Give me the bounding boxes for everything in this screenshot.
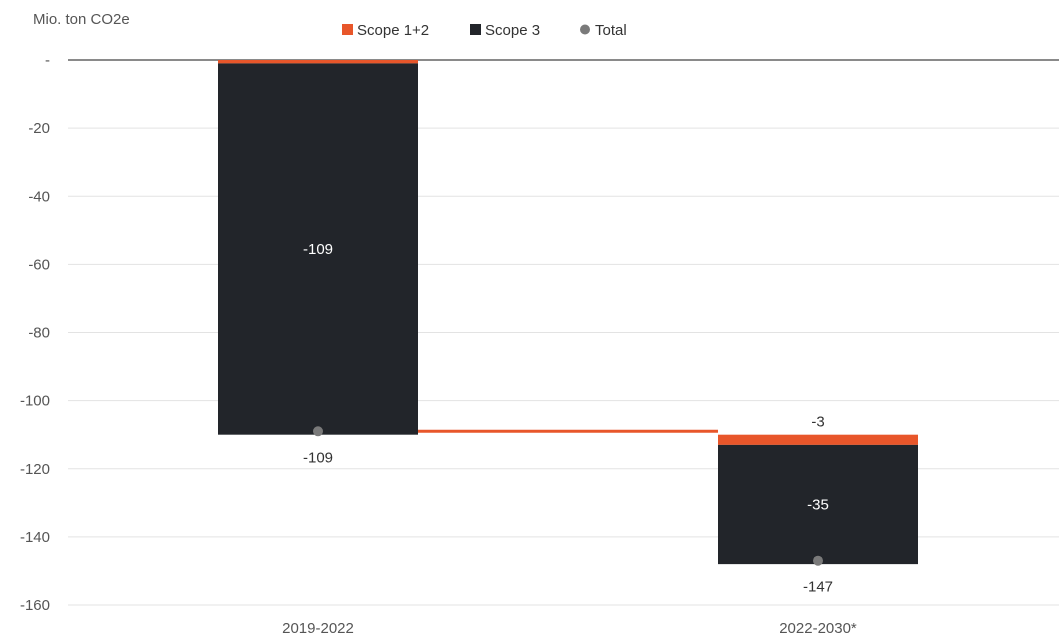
- data-label-scope-3: -35: [807, 497, 829, 514]
- y-tick-label: -20: [28, 120, 50, 137]
- legend-marker-total: [580, 24, 590, 35]
- y-tick-label: -60: [28, 256, 50, 273]
- y-tick-label: -80: [28, 325, 50, 342]
- legend-swatch-scope-3: [470, 24, 481, 35]
- bar-scope-1-2: [718, 434, 918, 445]
- total-marker: [313, 426, 323, 437]
- bar-scope-1-2: [218, 60, 418, 64]
- legend-label: Total: [595, 22, 627, 39]
- y-tick-label: -40: [28, 188, 50, 205]
- x-tick-label: 2022-2030*: [779, 620, 857, 637]
- total-marker: [813, 555, 823, 566]
- data-label-total: -109: [303, 449, 333, 466]
- x-tick-label: 2019-2022: [282, 620, 354, 637]
- legend-label: Scope 3: [485, 22, 540, 39]
- y-unit-label: Mio. ton CO2e: [33, 11, 130, 28]
- data-label-total: -147: [803, 579, 833, 596]
- y-tick-label: -: [45, 52, 50, 69]
- y-tick-label: -160: [20, 597, 50, 614]
- bar-scope-3: [218, 63, 418, 435]
- y-tick-label: -140: [20, 529, 50, 546]
- legend-swatch-scope-1-2: [342, 24, 353, 35]
- y-tick-label: -120: [20, 461, 50, 478]
- legend-label: Scope 1+2: [357, 22, 429, 39]
- y-tick-label: -100: [20, 393, 50, 410]
- data-label-scope-3: -109: [303, 241, 333, 258]
- data-label-scope-1-2: -3: [811, 414, 824, 431]
- bar-scope-3: [718, 444, 918, 565]
